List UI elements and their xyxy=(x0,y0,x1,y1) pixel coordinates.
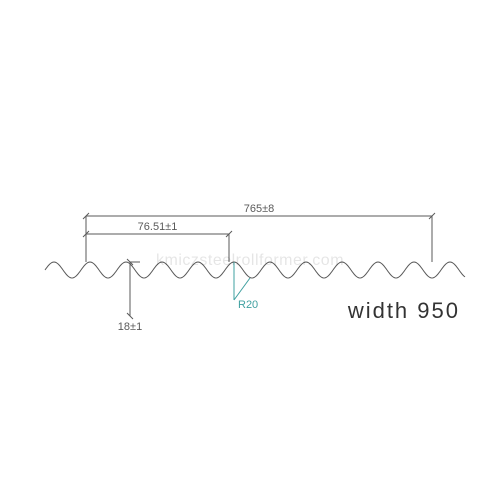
wave-profile xyxy=(45,262,465,278)
dim-pitch: 76.51±1 xyxy=(138,221,178,233)
dim-height: 18±1 xyxy=(118,321,142,333)
dim-overall-width: 765±8 xyxy=(244,203,275,215)
profile-title: width 950 xyxy=(348,298,460,324)
dim-radius: R20 xyxy=(238,299,258,311)
corrugation-profile-diagram: 765±8 76.51±1 18±1 R20 xyxy=(0,0,500,500)
